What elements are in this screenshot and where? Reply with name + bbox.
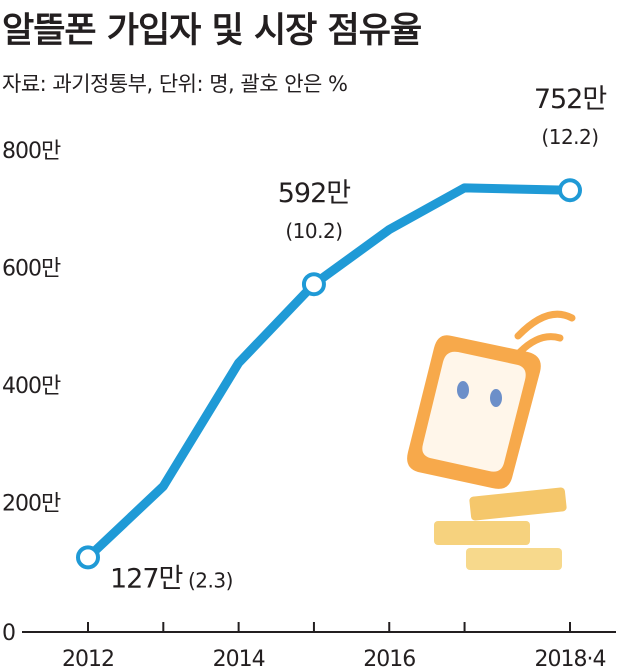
x-tick-label: 2012 xyxy=(62,647,114,670)
data-label-value: 752만 xyxy=(534,84,607,115)
data-point-marker xyxy=(301,272,326,297)
y-tick-label: 0 xyxy=(2,621,15,646)
y-tick-label: 200만 xyxy=(2,492,61,517)
data-point-marker xyxy=(558,178,582,203)
x-tick-label: 2014 xyxy=(213,647,265,670)
data-label-value: 127만 xyxy=(110,563,183,594)
mobile-phone-illustration xyxy=(407,310,576,489)
data-label-share: (12.2) xyxy=(541,125,598,149)
data-label-value: 592만 xyxy=(278,178,351,209)
data-label-share: (10.2) xyxy=(285,219,342,243)
chart-subtitle: 자료: 과기정통부, 단위: 명, 괄호 안은 % xyxy=(2,72,348,96)
chart-title: 알뜰폰 가입자 및 시장 점유율 xyxy=(2,11,422,51)
y-tick-label: 800만 xyxy=(2,139,61,164)
coin-stack-illustration xyxy=(434,487,567,570)
x-tick-label: 2018·4 xyxy=(535,647,606,670)
data-point-marker xyxy=(76,545,100,570)
data-label-share: (2.3) xyxy=(188,568,233,592)
y-tick-label: 400만 xyxy=(2,374,61,399)
y-tick-label: 600만 xyxy=(2,257,61,282)
x-tick-label: 2016 xyxy=(363,647,415,670)
